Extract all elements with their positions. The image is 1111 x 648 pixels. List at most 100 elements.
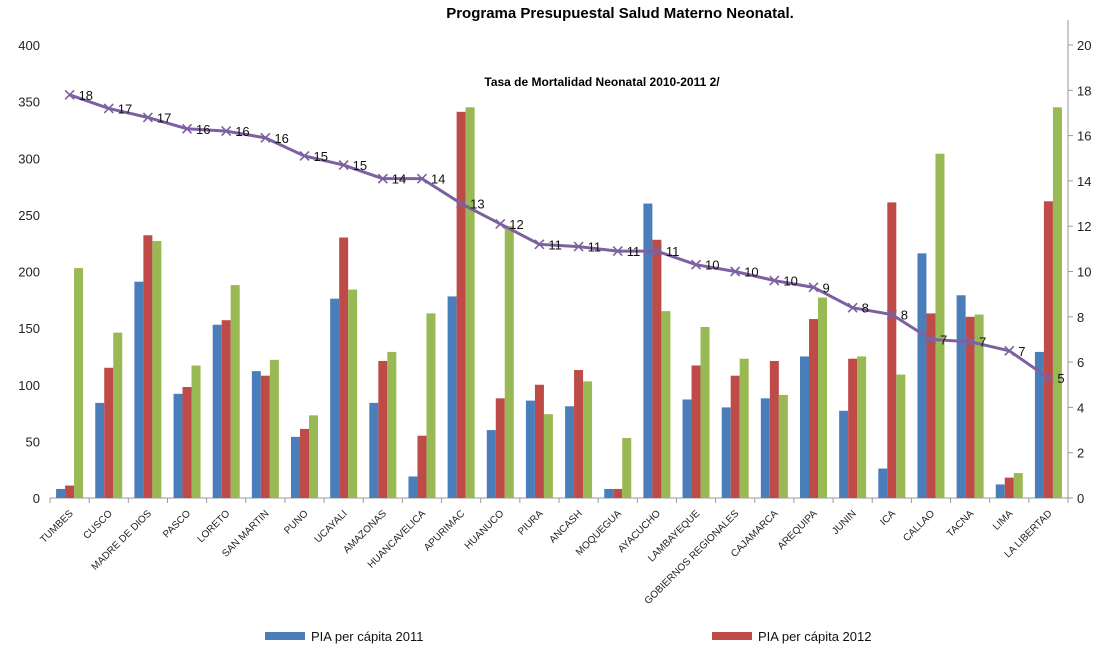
- bar-s2-callao: [926, 313, 936, 498]
- line-marker: [221, 126, 232, 137]
- legend-swatch: [265, 632, 305, 640]
- line-marker: [416, 173, 428, 184]
- bar-s3-amazonas: [387, 351, 397, 498]
- bar-s1-ucayali: [330, 298, 340, 498]
- line-data-label: 10: [705, 258, 719, 273]
- legend-swatch: [712, 632, 752, 640]
- x-category-label: JUNIN: [830, 508, 859, 537]
- x-category-label: HUANUCO: [463, 508, 507, 552]
- line-marker: [64, 89, 75, 100]
- bar-s2-pasco: [182, 387, 192, 498]
- bar-s2-ucayali: [339, 237, 349, 498]
- line-marker: [181, 123, 193, 134]
- bar-s3-cajamarca: [778, 394, 788, 498]
- y2-tick-label: 12: [1077, 219, 1091, 234]
- line-marker: [965, 336, 976, 347]
- line-data-label: 10: [783, 274, 797, 289]
- x-category-label: TACNA: [945, 508, 976, 539]
- x-category-label: LIMA: [991, 508, 1016, 533]
- line-data-label: 16: [274, 131, 288, 146]
- line-marker: [495, 218, 506, 230]
- y2-tick-label: 16: [1077, 129, 1091, 144]
- line-marker: [730, 266, 741, 277]
- line-data-label: 16: [196, 122, 210, 137]
- line-data-label: 13: [470, 197, 484, 212]
- line-marker: [847, 302, 858, 313]
- line-data-label: 14: [392, 172, 406, 187]
- bar-s3-tacna: [974, 314, 984, 498]
- bar-s2-gobiernos-regionales: [730, 375, 740, 498]
- bar-s3-callao: [935, 153, 945, 498]
- bar-s1-huanuco: [486, 430, 496, 498]
- bar-s1-ancash: [565, 406, 575, 498]
- bar-s2-apurimac: [456, 111, 466, 498]
- line-data-label: 11: [627, 244, 641, 259]
- bar-s3-moquegua: [622, 437, 632, 498]
- bar-s2-ica: [887, 202, 897, 499]
- line-marker: [925, 334, 937, 345]
- line-data-label: 14: [431, 172, 445, 187]
- bars-group: [56, 107, 1062, 499]
- bar-s3-gobiernos-regionales: [739, 358, 749, 498]
- line-data-label: 8: [862, 301, 869, 316]
- bar-s3-loreto: [230, 285, 240, 498]
- bar-s2-arequipa: [809, 319, 818, 498]
- bar-s1-madre-de-dios: [134, 281, 144, 498]
- bar-s3-tumbes: [74, 268, 84, 498]
- bar-s3-la-libertad: [1052, 107, 1062, 498]
- bar-s1-moquegua: [604, 488, 614, 498]
- mortality-line: [69, 93, 1050, 380]
- bar-s1-pasco: [173, 393, 183, 498]
- line-marker: [612, 246, 623, 257]
- legend: PIA per cápita 2011 PIA per cápita 2012: [265, 629, 871, 644]
- bar-s3-ayacucho: [661, 311, 671, 498]
- bar-s3-lambayeque: [700, 326, 710, 498]
- bar-s2-ayacucho: [652, 239, 662, 499]
- x-category-label: TUMBES: [38, 508, 75, 545]
- line-data-label: 7: [940, 332, 947, 347]
- chart-subtitle: Tasa de Mortalidad Neonatal 2010-2011 2/: [484, 75, 720, 89]
- bar-s3-cusco: [113, 332, 123, 498]
- bar-s1-apurimac: [447, 296, 457, 498]
- line-marker: [886, 309, 897, 320]
- y-tick-label: 100: [18, 378, 40, 393]
- bar-s1-cusco: [95, 402, 105, 498]
- y-tick-label: 0: [33, 491, 40, 506]
- y-tick-label: 200: [18, 265, 40, 280]
- y2-tick-label: 10: [1077, 265, 1091, 280]
- line-series-group: 18 17 17 16 16 16 15 15 14 14 13 12 11 11 11 11 10 10 10 9 8…: [64, 88, 1065, 386]
- bar-s1-loreto: [212, 324, 222, 498]
- bar-s3-piura: [543, 414, 553, 498]
- bar-s1-tumbes: [56, 488, 66, 498]
- y-tick-label: 350: [18, 95, 40, 110]
- bar-s1-lima: [995, 484, 1005, 498]
- bar-s3-san-martin: [269, 359, 279, 498]
- line-data-label: 12: [509, 217, 523, 232]
- x-category-label: ANCASH: [547, 508, 584, 545]
- line-data-label: 16: [235, 124, 249, 139]
- line-marker: [651, 246, 662, 257]
- bar-s1-puno: [291, 436, 300, 498]
- legend-label: PIA per cápita 2011: [311, 629, 424, 644]
- line-marker: [769, 275, 780, 286]
- line-data-label: 11: [666, 244, 680, 259]
- legend-label: PIA per cápita 2012: [758, 629, 871, 644]
- bar-s2-tacna: [965, 316, 975, 498]
- bar-s2-loreto: [221, 320, 231, 498]
- bar-s1-callao: [917, 253, 927, 498]
- bar-s3-ica: [896, 374, 906, 498]
- bar-s3-lima: [1013, 473, 1023, 498]
- x-category-label: CALLAO: [901, 508, 937, 544]
- bar-s2-huanuco: [495, 398, 505, 498]
- line-marker: [808, 282, 819, 293]
- bar-s3-ucayali: [348, 289, 358, 498]
- y-tick-label: 250: [18, 208, 40, 223]
- y2-tick-label: 4: [1077, 400, 1084, 415]
- bar-s2-junin: [848, 358, 858, 498]
- bar-s1-cajamarca: [760, 398, 770, 498]
- line-data-label: 5: [1057, 371, 1064, 386]
- x-category-label: UCAYALI: [313, 508, 350, 545]
- bar-s2-tumbes: [65, 485, 75, 498]
- bar-s3-apurimac: [465, 107, 475, 498]
